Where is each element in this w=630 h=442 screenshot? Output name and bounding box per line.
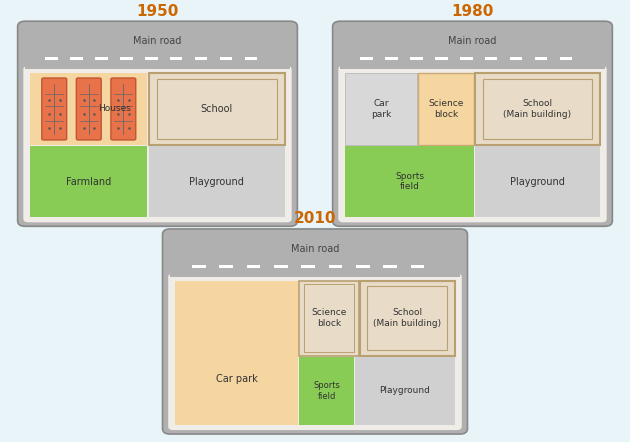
- Bar: [340, 27, 605, 69]
- Bar: [170, 234, 460, 277]
- Bar: [45, 57, 57, 61]
- Bar: [485, 57, 498, 61]
- Text: Playground: Playground: [379, 386, 430, 396]
- Bar: [411, 265, 425, 268]
- Text: School
(Main building): School (Main building): [503, 99, 571, 119]
- FancyBboxPatch shape: [76, 78, 101, 140]
- Bar: [384, 265, 397, 268]
- FancyBboxPatch shape: [338, 66, 607, 222]
- Text: Main road: Main road: [134, 37, 181, 46]
- Text: Sports
field: Sports field: [395, 172, 424, 191]
- Bar: [299, 357, 354, 425]
- Text: School: School: [200, 104, 233, 114]
- Bar: [70, 57, 83, 61]
- Bar: [149, 146, 285, 217]
- Bar: [157, 79, 277, 139]
- FancyBboxPatch shape: [168, 274, 462, 430]
- Bar: [192, 265, 205, 268]
- Text: Playground: Playground: [510, 177, 565, 187]
- Bar: [355, 357, 455, 425]
- Text: 1950: 1950: [136, 4, 179, 19]
- Bar: [145, 57, 158, 61]
- Text: 2010: 2010: [294, 211, 336, 226]
- Bar: [30, 146, 147, 217]
- Bar: [356, 265, 370, 268]
- FancyBboxPatch shape: [163, 229, 467, 434]
- Bar: [385, 57, 398, 61]
- Text: Car park: Car park: [216, 374, 258, 384]
- Bar: [246, 265, 260, 268]
- Bar: [418, 73, 474, 145]
- Bar: [360, 281, 455, 356]
- Text: Farmland: Farmland: [66, 177, 112, 187]
- Bar: [535, 57, 547, 61]
- Bar: [175, 281, 298, 425]
- Text: Science
block: Science block: [428, 99, 464, 119]
- FancyBboxPatch shape: [333, 21, 612, 226]
- Text: Main road: Main road: [291, 244, 339, 254]
- Bar: [274, 265, 288, 268]
- Bar: [245, 57, 258, 61]
- Bar: [299, 281, 358, 356]
- Bar: [410, 57, 423, 61]
- Bar: [220, 57, 232, 61]
- Text: 1980: 1980: [451, 4, 494, 19]
- FancyBboxPatch shape: [111, 78, 135, 140]
- Bar: [460, 57, 472, 61]
- Bar: [219, 265, 233, 268]
- Bar: [435, 57, 447, 61]
- Text: Houses: Houses: [98, 104, 131, 114]
- Text: Car
park: Car park: [370, 99, 391, 119]
- Bar: [360, 57, 372, 61]
- Text: Science
block: Science block: [311, 309, 346, 328]
- Text: School
(Main building): School (Main building): [373, 309, 442, 328]
- FancyBboxPatch shape: [18, 21, 297, 226]
- Bar: [120, 57, 132, 61]
- Bar: [475, 73, 600, 145]
- Text: Playground: Playground: [189, 177, 244, 187]
- Bar: [301, 265, 315, 268]
- Bar: [149, 73, 285, 145]
- FancyBboxPatch shape: [23, 66, 292, 222]
- Bar: [195, 57, 207, 61]
- Bar: [329, 265, 342, 268]
- FancyBboxPatch shape: [42, 78, 67, 140]
- Bar: [304, 284, 354, 352]
- Bar: [95, 57, 108, 61]
- Bar: [367, 286, 447, 351]
- Text: Main road: Main road: [449, 37, 496, 46]
- Bar: [30, 73, 147, 145]
- Bar: [345, 146, 474, 217]
- Bar: [510, 57, 522, 61]
- Text: Sports
field: Sports field: [313, 381, 340, 400]
- Bar: [170, 57, 183, 61]
- Bar: [560, 57, 573, 61]
- Bar: [475, 146, 600, 217]
- Bar: [25, 27, 290, 69]
- Bar: [345, 73, 416, 145]
- Bar: [483, 79, 592, 139]
